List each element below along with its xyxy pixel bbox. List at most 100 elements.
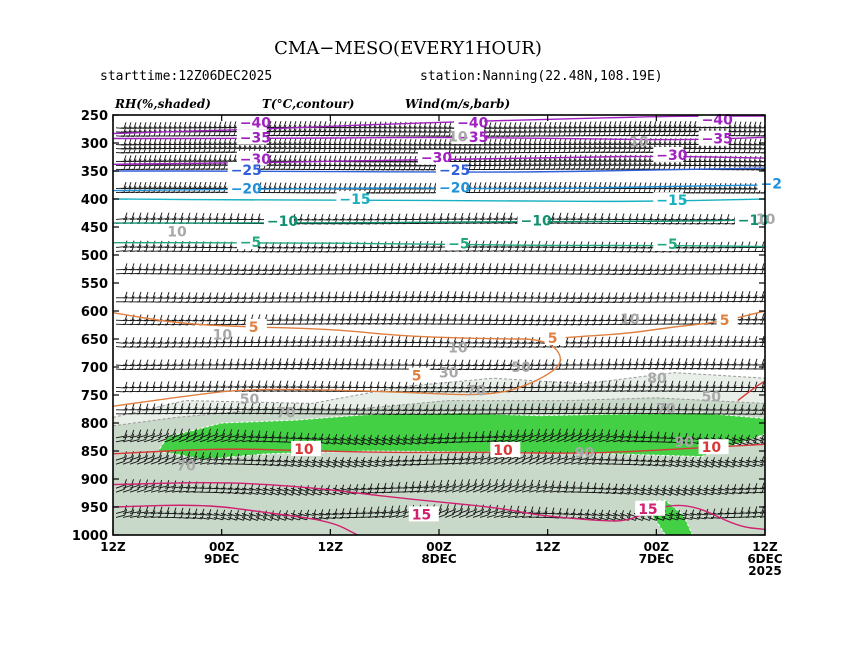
wind-barb-flag [607, 245, 611, 252]
wind-barb-flag [558, 263, 562, 271]
wind-barb-flag [438, 139, 442, 146]
wind-barb-flag [558, 292, 562, 299]
wind-barb-flag [518, 130, 522, 137]
wind-barb-shaft [760, 160, 765, 163]
wind-barb-flag [608, 162, 612, 169]
wind-barb-shaft [367, 319, 378, 321]
wind-barb-flag [338, 163, 342, 170]
wind-barb-shaft [269, 273, 280, 275]
wind-barb-flag [283, 186, 287, 193]
wind-barb-flag [728, 142, 732, 149]
wind-barb-flag [298, 186, 302, 194]
wind-barb-flag [178, 154, 182, 162]
wind-barb-flag [643, 121, 647, 128]
wind-barb-flag [283, 162, 287, 170]
wind-barb-flag [313, 291, 317, 298]
wind-barb-flag [257, 336, 261, 343]
wind-barb-shaft [367, 341, 378, 344]
wind-barb-flag [538, 146, 542, 153]
wind-barb-flag [413, 125, 417, 133]
wind-barb-flag [653, 121, 657, 128]
wind-barb-flag [187, 245, 191, 252]
wind-barb-flag [474, 240, 478, 247]
wind-barb-flag [378, 163, 382, 171]
wind-barb-flag [383, 129, 387, 136]
wind-barb-flag [563, 129, 567, 137]
wind-barb-flag [513, 138, 517, 145]
wind-barb-row [116, 290, 765, 303]
wind-barb-shaft [311, 246, 322, 249]
wind-barb-flag [123, 142, 127, 150]
wind-barb-flag [133, 122, 137, 129]
wind-barb-flag [313, 138, 317, 145]
wind-barb-flag [537, 292, 541, 299]
wind-barb-flag [509, 291, 513, 299]
wind-barb-flag [607, 217, 611, 224]
wind-barb-flag [138, 155, 142, 162]
wind-barb-flag [528, 181, 532, 189]
wind-barb-shaft [710, 222, 721, 225]
wind-barb-flag [488, 240, 492, 247]
station-label: station:Nanning(22.48N,108.19E) [420, 69, 663, 84]
wind-barb-flag [656, 213, 660, 221]
wind-barb-flag [698, 317, 702, 324]
wind-barb-flag [173, 341, 177, 348]
wind-barb-shaft [416, 272, 427, 275]
wind-barb-flag [229, 213, 233, 220]
wind-barb-flag [218, 137, 222, 145]
wind-barb-flag [495, 263, 499, 270]
wind-barb-flag [348, 339, 352, 347]
wind-barb-flag [152, 216, 156, 223]
wind-barb-shaft [444, 250, 455, 252]
wind-barb-flag [320, 268, 324, 275]
wind-barb-flag [572, 212, 576, 220]
wind-barb-flag [145, 216, 149, 223]
wind-barb-flag [229, 318, 233, 325]
wind-barb-shaft [612, 301, 623, 303]
wind-barb-flag [583, 181, 587, 189]
wind-barb-shaft [122, 218, 133, 220]
wind-barb-flag [388, 146, 392, 154]
wind-barb-shaft [290, 273, 301, 275]
wind-barb-flag [530, 318, 534, 325]
wind-barb-shaft [339, 319, 350, 321]
wind-barb-flag [418, 244, 422, 252]
wind-barb-shaft [339, 218, 350, 221]
wind-barb-flag [748, 187, 752, 194]
wind-barb-flag [488, 122, 492, 129]
wind-barb-flag [467, 291, 471, 298]
wind-barb-flag [558, 125, 562, 133]
wind-barb-flag [128, 182, 132, 189]
wind-barb-flag [222, 245, 226, 252]
wind-barb-shaft [493, 250, 504, 252]
wind-barb-flag [708, 186, 712, 194]
wind-barb-flag [131, 295, 135, 303]
wind-barb-flag [677, 335, 681, 343]
wind-barb-flag [508, 142, 512, 150]
wind-barb-flag [573, 142, 577, 149]
wind-barb-flag [614, 268, 618, 275]
wind-barb-flag [173, 292, 177, 299]
wind-barb-shaft [703, 341, 714, 344]
wind-barb-flag [458, 143, 462, 150]
wind-barb-flag [483, 163, 487, 170]
wind-barb-flag [628, 264, 632, 271]
wind-barb-flag [303, 186, 307, 194]
wind-barb-flag [583, 162, 587, 169]
wind-barb-flag [443, 122, 447, 129]
wind-barb-flag [698, 313, 702, 320]
wind-barb-flag [726, 291, 730, 298]
wind-barb-flag [323, 159, 327, 166]
wind-barb-shaft [549, 323, 560, 326]
wind-barb-shaft [556, 301, 567, 303]
wind-barb-shaft [171, 323, 182, 326]
wind-barb-flag [453, 295, 457, 302]
wind-barb-flag [208, 141, 212, 149]
wind-barb-flag [123, 155, 127, 162]
wind-barb-flag [273, 154, 277, 162]
wind-barb-flag [758, 163, 762, 171]
wind-barb-flag [738, 142, 742, 149]
wind-barb-flag [243, 292, 247, 299]
wind-barb-flag [614, 245, 618, 252]
wind-barb-flag [198, 146, 202, 153]
